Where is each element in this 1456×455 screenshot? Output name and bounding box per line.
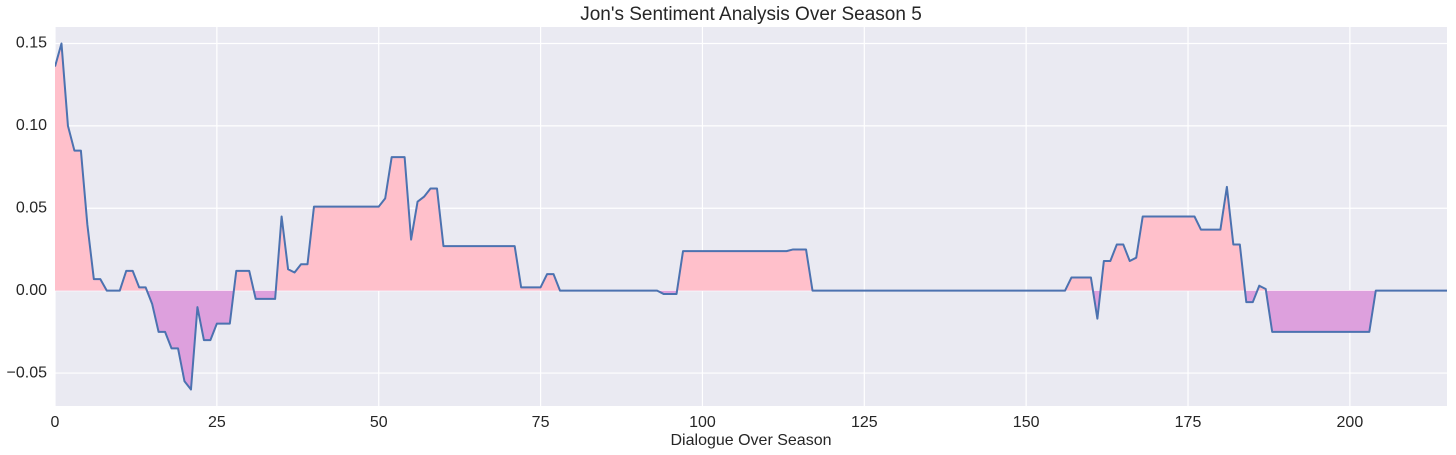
x-tick-label: 75 <box>532 414 550 431</box>
y-tick-label: 0.05 <box>16 199 47 216</box>
x-tick-label: 0 <box>51 414 60 431</box>
x-tick-label: 50 <box>370 414 388 431</box>
x-tick-label: 200 <box>1337 414 1364 431</box>
area-positive <box>55 43 1447 291</box>
x-tick-label: 175 <box>1175 414 1202 431</box>
y-tick-label: 0.10 <box>16 117 47 134</box>
line <box>55 42 1447 391</box>
y-tick-label: −0.05 <box>7 364 48 381</box>
y-tick-label: 0.00 <box>16 282 47 299</box>
chart-title: Jon's Sentiment Analysis Over Season 5 <box>580 4 922 25</box>
plot-background <box>55 27 1447 406</box>
x-tick-label: 125 <box>851 414 878 431</box>
x-tick-label: 100 <box>689 414 716 431</box>
x-tick-label: 25 <box>208 414 226 431</box>
y-tick-label: 0.15 <box>16 35 47 52</box>
x-tick-label: 150 <box>1013 414 1040 431</box>
x-axis-label: Dialogue Over Season <box>671 432 832 449</box>
